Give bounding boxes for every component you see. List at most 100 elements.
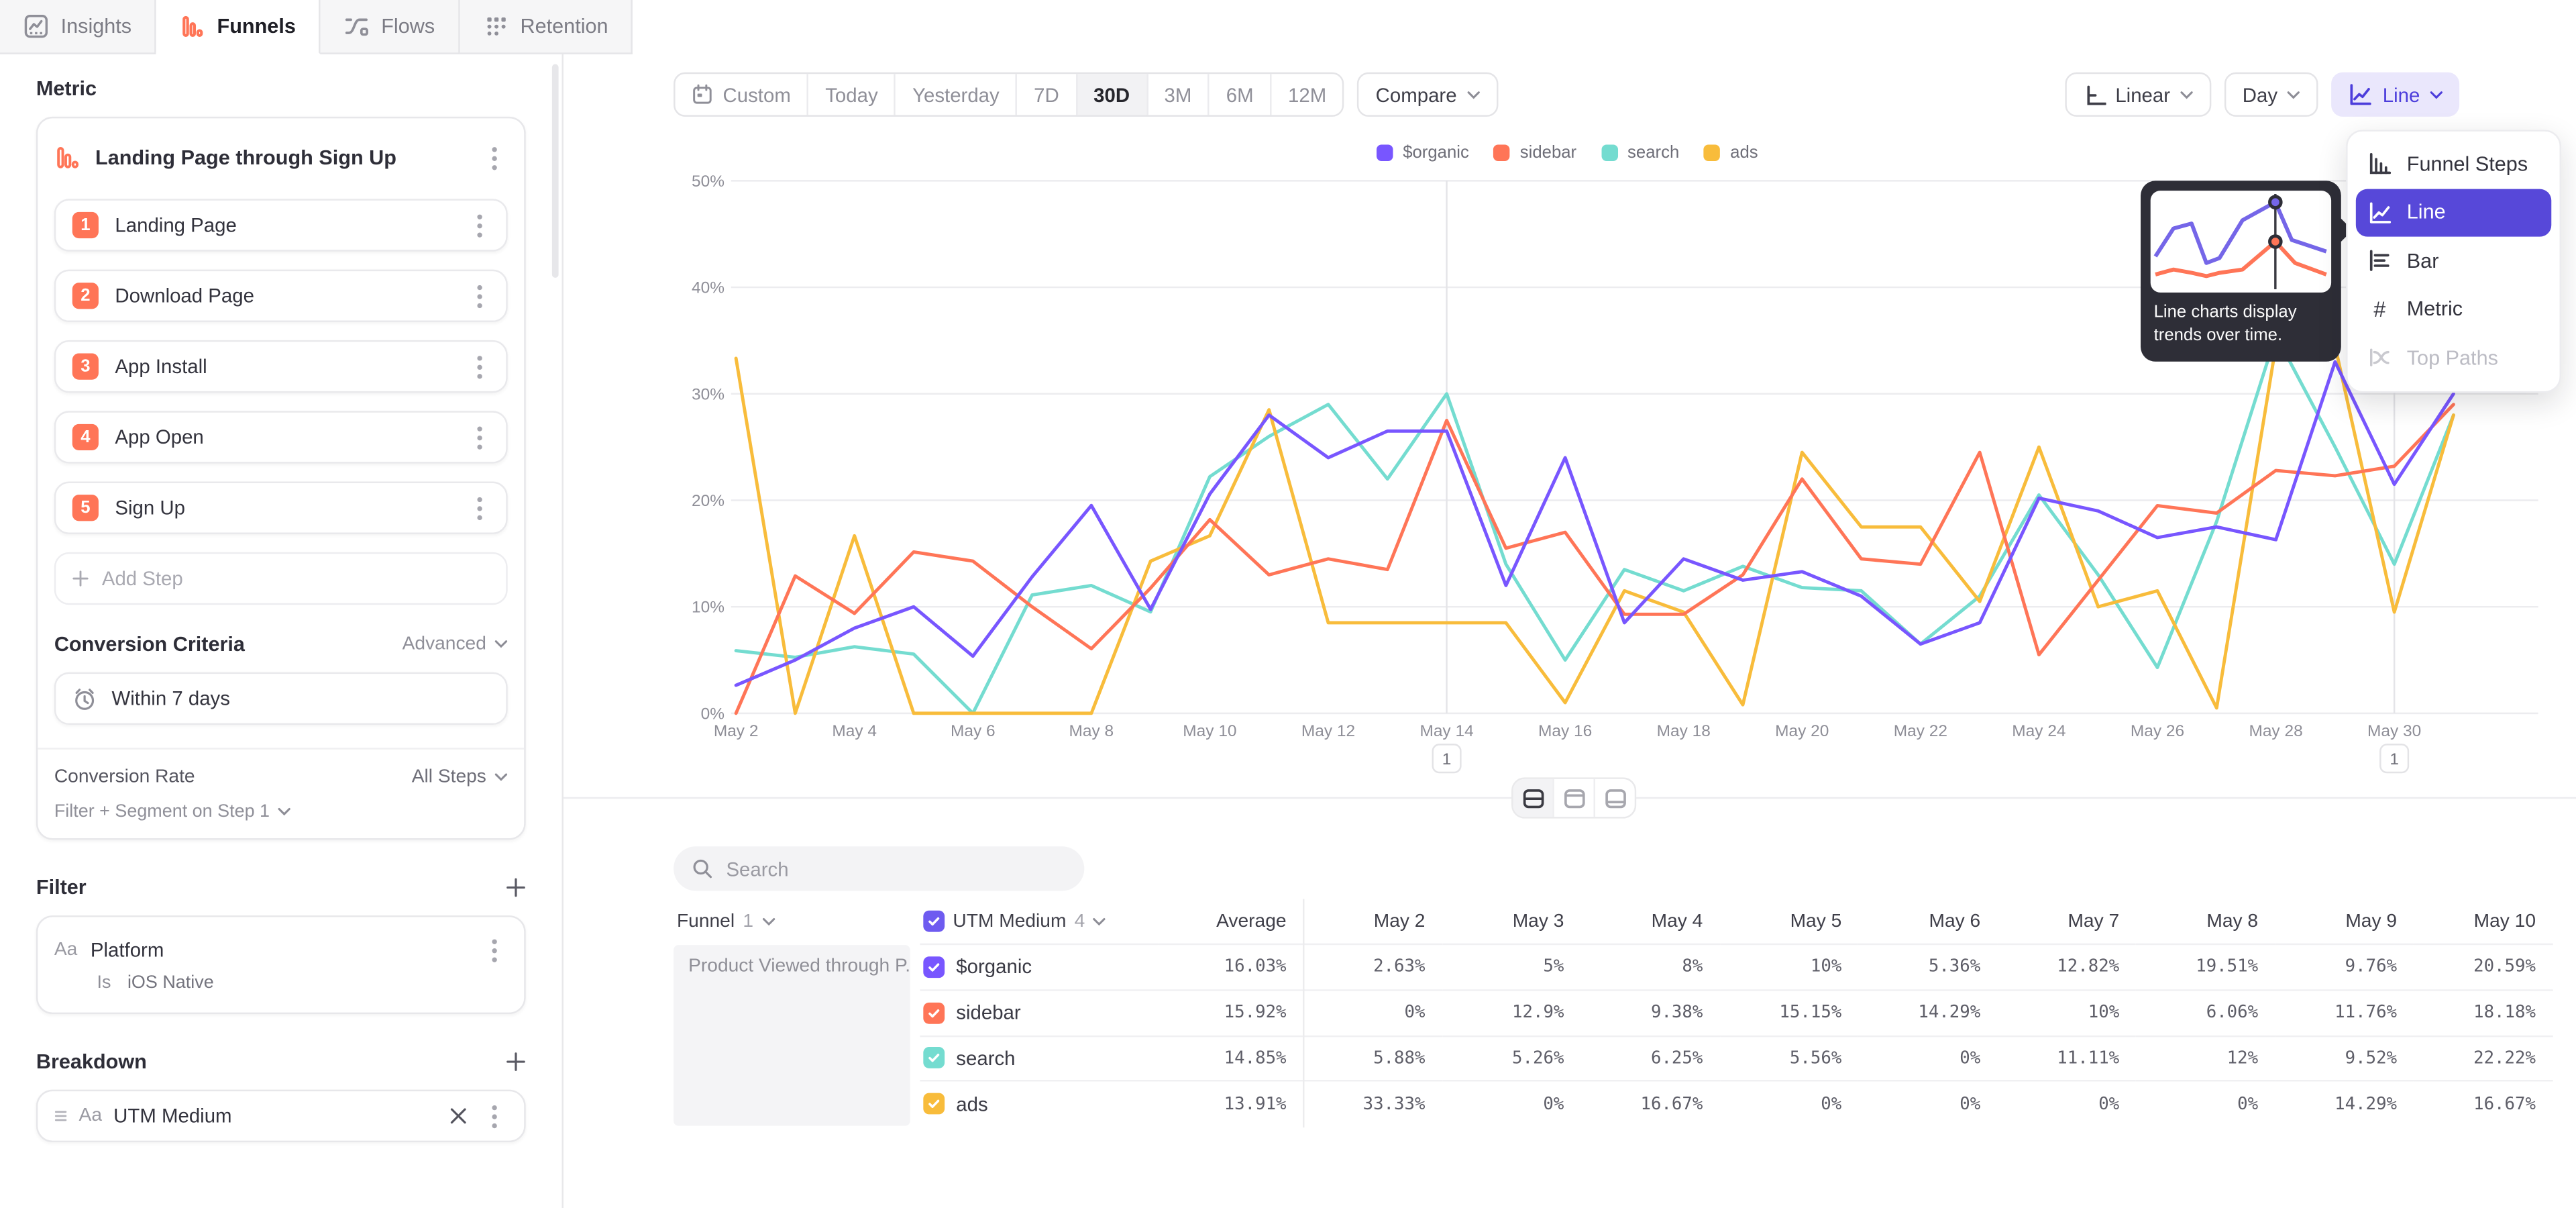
series-checkbox[interactable]	[923, 1047, 945, 1069]
series-checkbox[interactable]	[923, 956, 945, 978]
insights-icon	[23, 13, 49, 40]
range-7d[interactable]: 7D	[1018, 74, 1077, 115]
table-cell: 11.76%	[2274, 989, 2414, 1035]
drag-handle-icon[interactable]	[54, 1109, 68, 1123]
advanced-dropdown[interactable]: Advanced	[402, 634, 508, 654]
add-filter-button[interactable]	[506, 878, 525, 897]
range-3m[interactable]: 3M	[1148, 74, 1210, 115]
table-header-breakdown[interactable]: UTM Medium 4	[920, 899, 1158, 944]
col-header-may-3[interactable]: May 3	[1512, 911, 1564, 932]
range-12m[interactable]: 12M	[1272, 74, 1343, 115]
breakdown-property[interactable]: UTM Medium	[113, 1104, 232, 1128]
search-input[interactable]: Search	[674, 846, 1085, 891]
series-name: ads	[956, 1092, 988, 1115]
select-all-checkbox[interactable]	[923, 910, 945, 932]
funnel-step-5[interactable]: 5 Sign Up	[54, 481, 508, 534]
menu-item-line[interactable]: Line	[2355, 188, 2552, 237]
add-breakdown-button[interactable]	[506, 1052, 525, 1071]
svg-text:May 8: May 8	[1069, 722, 1114, 740]
table-cell: 0%	[1996, 1080, 2136, 1126]
funnel-name-cell[interactable]: Product Viewed through P...	[674, 945, 910, 1126]
split-view-toggle[interactable]	[1513, 778, 1554, 817]
series-row-ads[interactable]: ads	[920, 1080, 1159, 1126]
series-row-organic[interactable]: $organic	[920, 943, 1159, 989]
kebab-menu-icon[interactable]	[467, 421, 493, 454]
table-only-view-toggle[interactable]	[1595, 779, 1635, 817]
annotation-badge[interactable]: 1	[2379, 744, 2410, 774]
range-label: 30D	[1093, 83, 1130, 106]
compare-button[interactable]: Compare	[1357, 72, 1498, 117]
remove-breakdown-icon[interactable]	[450, 1108, 466, 1124]
range-custom[interactable]: Custom	[676, 74, 809, 115]
series-checkbox[interactable]	[923, 1093, 945, 1115]
tab-funnels[interactable]: Funnels	[156, 0, 321, 54]
table-cell: 14.29%	[1858, 989, 1997, 1035]
col-header-may-7[interactable]: May 7	[2068, 911, 2120, 932]
series-name: search	[956, 1046, 1016, 1070]
tab-insights[interactable]: Insights	[0, 0, 156, 54]
menu-item-bar[interactable]: Bar	[2356, 237, 2551, 285]
chart-type-dropdown[interactable]: Line	[2331, 72, 2460, 117]
col-header-may-4[interactable]: May 4	[1651, 911, 1703, 932]
interval-label: Day	[2242, 83, 2278, 106]
filter-value[interactable]: iOS Native	[127, 972, 214, 993]
chart-only-view-toggle[interactable]	[1554, 778, 1595, 817]
filter-segment-dropdown[interactable]: Filter + Segment on Step 1	[54, 802, 508, 821]
legend-item-search[interactable]: search	[1601, 143, 1679, 162]
col-header-may-5[interactable]: May 5	[1790, 911, 1842, 932]
svg-text:40%: 40%	[692, 279, 724, 297]
series-row-sidebar[interactable]: sidebar	[920, 989, 1159, 1035]
funnels-icon	[179, 13, 205, 40]
legend-item-organic[interactable]: $organic	[1377, 143, 1469, 162]
funnel-step-4[interactable]: 4 App Open	[54, 411, 508, 464]
conversion-criteria-label: Conversion Criteria	[54, 632, 245, 656]
kebab-menu-icon[interactable]	[482, 934, 508, 966]
table-header-funnel[interactable]: Funnel 1	[674, 899, 920, 944]
metric-title: Landing Page through Sign Up	[95, 146, 397, 170]
tab-retention[interactable]: Retention	[459, 0, 633, 54]
kebab-menu-icon[interactable]	[482, 142, 508, 174]
calendar-icon	[692, 84, 713, 105]
legend-item-ads[interactable]: ads	[1703, 143, 1758, 162]
funnel-step-3[interactable]: 3 App Install	[54, 340, 508, 393]
series-row-search[interactable]: search	[920, 1034, 1159, 1080]
legend-item-sidebar[interactable]: sidebar	[1493, 143, 1576, 162]
series-checkbox[interactable]	[923, 1001, 945, 1023]
table-cell: 10%	[1719, 943, 1858, 989]
menu-item-metric[interactable]: # Metric	[2356, 285, 2551, 334]
scale-dropdown[interactable]: Linear	[2064, 72, 2212, 117]
sidebar-scrollbar[interactable]	[551, 64, 559, 278]
all-steps-dropdown[interactable]: All Steps	[412, 768, 508, 787]
chevron-down-icon	[2288, 89, 2301, 99]
col-header-average[interactable]: Average	[1216, 911, 1287, 932]
range-today[interactable]: Today	[809, 74, 896, 115]
annotation-badge[interactable]: 1	[1432, 744, 1462, 774]
conversion-window-button[interactable]: Within 7 days	[54, 672, 508, 725]
series-name: sidebar	[956, 1001, 1021, 1025]
menu-item-label: Bar	[2406, 249, 2439, 272]
add-step-button[interactable]: Add Step	[54, 552, 508, 605]
range-30d[interactable]: 30D	[1077, 74, 1148, 115]
col-header-may-10[interactable]: May 10	[2473, 911, 2536, 932]
range-yesterday[interactable]: Yesterday	[896, 74, 1018, 115]
funnel-step-1[interactable]: 1 Landing Page	[54, 199, 508, 252]
col-header-may-6[interactable]: May 6	[1929, 911, 1981, 932]
col-header-may-2[interactable]: May 2	[1373, 911, 1426, 932]
tab-flows[interactable]: Flows	[320, 0, 460, 54]
filter-property[interactable]: Platform	[90, 938, 164, 962]
line-chart-icon	[2348, 82, 2373, 107]
col-header-may-8[interactable]: May 8	[2206, 911, 2259, 932]
filter-operator[interactable]: Is	[97, 972, 111, 993]
kebab-menu-icon[interactable]	[467, 350, 493, 383]
chart-canvas: 0% 10% 20% 30% 40% 50% May 2 May 4 May 6 May 8 May…	[692, 172, 2538, 774]
kebab-menu-icon[interactable]	[467, 279, 493, 312]
kebab-menu-icon[interactable]	[467, 491, 493, 524]
interval-dropdown[interactable]: Day	[2224, 72, 2319, 117]
funnel-step-2[interactable]: 2 Download Page	[54, 269, 508, 323]
menu-item-funnel-steps[interactable]: Funnel Steps	[2356, 140, 2551, 188]
step-number-badge: 3	[72, 353, 99, 380]
col-header-may-9[interactable]: May 9	[2345, 911, 2398, 932]
kebab-menu-icon[interactable]	[467, 209, 493, 242]
range-6m[interactable]: 6M	[1210, 74, 1272, 115]
kebab-menu-icon[interactable]	[482, 1099, 508, 1132]
